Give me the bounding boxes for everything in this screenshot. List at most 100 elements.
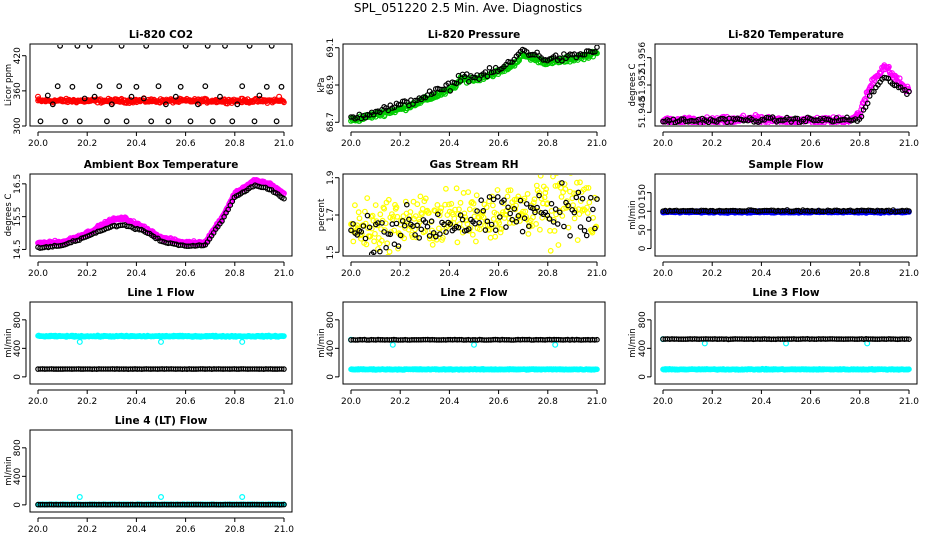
x-tick-label: 21.0: [587, 139, 607, 149]
data-point: [426, 233, 433, 239]
data-point: [390, 213, 397, 220]
data-point: [486, 65, 493, 71]
data-point: [555, 242, 562, 248]
data-point: [387, 231, 394, 238]
data-point: [562, 186, 569, 193]
data-point: [172, 93, 179, 100]
data-point: [490, 196, 497, 203]
data-point: [451, 215, 458, 222]
data-point: [432, 233, 439, 240]
data-point: [589, 229, 596, 236]
data-point: [583, 232, 590, 239]
x-tick-label: 20.0: [28, 139, 48, 149]
x-tick-label: 20.6: [176, 269, 196, 279]
x-tick-label: 20.0: [653, 397, 673, 407]
y-tick-label: 1.5: [326, 245, 336, 259]
data-point: [574, 237, 581, 244]
data-point: [590, 206, 596, 213]
data-point: [906, 88, 912, 95]
x-tick-label: 20.0: [28, 525, 48, 535]
data-point: [278, 366, 285, 372]
y-tick-label: 15.5: [13, 207, 23, 227]
data-point: [505, 187, 512, 194]
data-point: [377, 248, 383, 255]
data-point: [440, 228, 447, 235]
data-point: [554, 221, 561, 227]
data-point: [162, 101, 169, 108]
x-tick-label: 21.0: [899, 139, 919, 149]
x-tick-label: 21.0: [587, 397, 607, 407]
y-tick-label: 400: [326, 339, 336, 356]
data-point: [594, 366, 600, 373]
x-tick-label: 20.0: [653, 269, 673, 279]
data-point: [397, 232, 404, 239]
x-tick-label: 20.4: [439, 139, 459, 149]
data-point: [219, 218, 225, 224]
data-point: [393, 220, 400, 227]
x-tick-label: 20.6: [801, 269, 821, 279]
data-point: [574, 179, 580, 186]
plot-frame: [29, 429, 293, 513]
data-point: [453, 80, 460, 87]
data-point: [158, 494, 165, 501]
data-point: [482, 69, 489, 75]
data-point: [57, 45, 63, 49]
plot-frame: [654, 43, 918, 127]
data-point: [389, 341, 396, 348]
data-point: [412, 232, 418, 238]
series-black: [35, 182, 287, 251]
y-tick-label: 69.1: [326, 38, 336, 58]
data-point: [571, 215, 578, 222]
data-point: [76, 494, 83, 501]
data-point: [354, 232, 361, 238]
data-point: [358, 229, 365, 235]
data-point: [251, 118, 258, 125]
data-point: [437, 231, 443, 237]
data-point: [470, 74, 476, 81]
data-point: [568, 175, 573, 176]
data-point: [442, 201, 449, 208]
data-point: [465, 78, 472, 85]
data-point: [505, 204, 511, 211]
plot-area: [35, 176, 287, 251]
data-point: [552, 341, 559, 348]
data-point: [559, 212, 566, 219]
data-point: [395, 243, 402, 249]
chart-title: Gas Stream RH: [429, 159, 518, 171]
data-point: [217, 93, 223, 100]
data-point: [592, 166, 597, 171]
data-point: [429, 241, 436, 248]
data-point: [385, 253, 391, 255]
x-tick-label: 20.8: [225, 397, 245, 407]
data-point: [432, 207, 439, 214]
data-point: [281, 195, 287, 202]
series-black: [348, 336, 600, 343]
data-point: [148, 118, 155, 125]
series-black: [35, 366, 287, 373]
y-tick-label: 68.9: [326, 75, 336, 95]
data-point: [239, 338, 246, 345]
data-point: [525, 230, 532, 237]
data-point: [348, 227, 354, 234]
data-point: [492, 227, 499, 234]
x-tick-label: 20.0: [28, 269, 48, 279]
data-point: [905, 85, 912, 92]
x-tick-label: 20.0: [341, 139, 361, 149]
data-point: [403, 201, 410, 208]
data-point: [455, 224, 462, 231]
y-tick-label: 50: [638, 224, 648, 236]
data-point: [379, 220, 385, 226]
chart-title: Sample Flow: [748, 159, 823, 171]
data-point: [382, 220, 389, 227]
data-point: [896, 75, 903, 82]
chart-title: Ambient Box Temperature: [84, 159, 239, 171]
data-point: [594, 45, 600, 50]
y-tick-label: 1.9: [326, 170, 336, 185]
chart-title: Li-820 CO2: [129, 29, 193, 41]
data-point: [222, 45, 228, 49]
